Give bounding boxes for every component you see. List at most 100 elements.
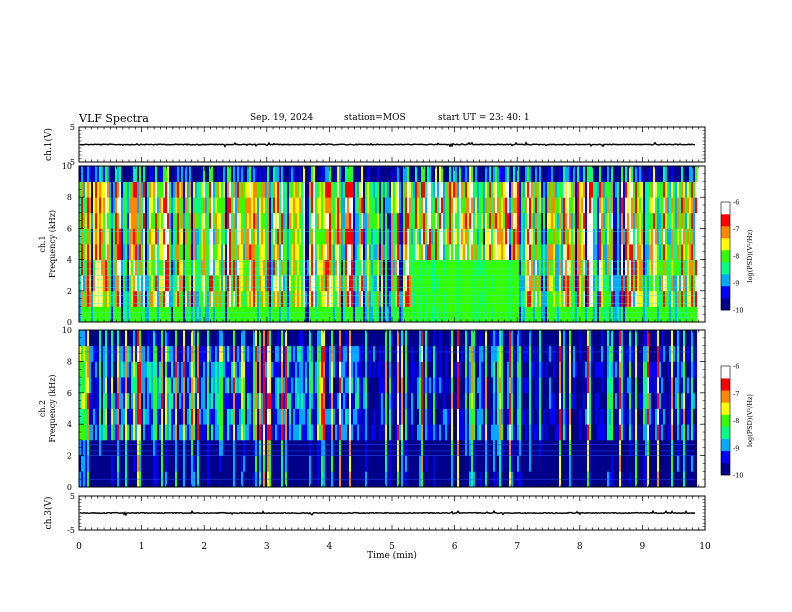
spectro-cell — [493, 290, 495, 307]
spectro-cell — [315, 181, 317, 198]
spectro-cell — [685, 306, 687, 323]
spectro-cell — [467, 244, 469, 260]
spectro-cell — [211, 275, 213, 292]
spectro-cell — [219, 259, 221, 276]
spectro-cell — [475, 166, 477, 182]
spectro-cell — [381, 166, 383, 182]
spectro-cell — [337, 392, 339, 409]
spectro-cell — [137, 439, 139, 456]
spectro-cell — [665, 197, 667, 214]
spectro-cell — [167, 228, 169, 245]
spectro-cell — [395, 212, 397, 229]
spectro-cell — [227, 290, 229, 307]
spectro-cell — [271, 212, 273, 229]
spectro-cell — [227, 455, 229, 472]
spectro-cell — [623, 244, 625, 260]
spectro-cell — [99, 408, 101, 425]
spectro-cell — [345, 345, 347, 362]
spectro-cell — [623, 290, 625, 307]
spectro-cell — [209, 361, 211, 378]
spectro-cell — [575, 228, 577, 245]
spectro-cell — [689, 259, 691, 276]
spectro-cell — [665, 275, 667, 292]
spectro-cell — [287, 197, 289, 214]
spectro-cell — [231, 408, 233, 425]
spectro-cell — [157, 166, 159, 182]
spectro-cell — [267, 197, 269, 214]
spectro-cell — [389, 197, 391, 214]
spectro-cell — [127, 330, 129, 347]
spectro-cell — [331, 408, 333, 425]
spectro-cell — [671, 259, 673, 276]
spectro-cell — [237, 197, 239, 214]
spectro-cell — [403, 290, 405, 307]
spectro-cell — [119, 275, 121, 292]
spectro-cell — [257, 244, 259, 260]
spectro-cell — [163, 259, 165, 276]
spectro-cell — [319, 392, 321, 409]
spectro-cell — [123, 361, 125, 378]
spectro-cell — [227, 275, 229, 292]
spectro-cell — [199, 166, 201, 182]
spectro-cell — [543, 197, 545, 214]
spectro-cell — [393, 244, 395, 260]
spectro-cell — [243, 392, 245, 409]
spectro-cell — [501, 290, 503, 307]
spectro-cell — [211, 345, 213, 362]
spectro-cell — [109, 244, 111, 260]
colorbar-swatch — [721, 238, 730, 251]
spectro-cell — [359, 244, 361, 260]
spectro-cell — [195, 455, 197, 472]
spectro-cell — [487, 212, 489, 229]
spectro-cell — [489, 181, 491, 198]
spectro-cell — [691, 166, 693, 182]
spectro-cell — [657, 197, 659, 214]
spectro-cell — [407, 259, 409, 276]
spectro-cell — [551, 197, 553, 214]
spectro-cell — [571, 244, 573, 260]
spectro-cell — [83, 275, 85, 292]
spectro-cell — [289, 166, 291, 182]
spectro-cell — [505, 181, 507, 198]
spectro-cell — [173, 377, 175, 394]
spectro-cell — [159, 439, 161, 456]
spectro-cell — [413, 306, 415, 323]
spectro-cell — [487, 259, 489, 276]
spectro-cell — [239, 306, 241, 323]
spectro-cell — [459, 228, 461, 245]
spectro-cell — [535, 197, 537, 214]
spectro-cell — [137, 181, 139, 198]
spectro-cell — [385, 166, 387, 182]
spectro-cell — [105, 290, 107, 307]
spectro-cell — [155, 166, 157, 182]
spectro-cell — [345, 439, 347, 456]
spectro-cell — [303, 259, 305, 276]
spectro-cell — [139, 275, 141, 292]
spectro-cell — [269, 408, 271, 425]
spectro-cell — [283, 408, 285, 425]
spectro-cell — [119, 455, 121, 472]
spectro-cell — [641, 306, 643, 323]
spectro-cell — [343, 408, 345, 425]
spectro-cell — [221, 166, 223, 182]
spectro-cell — [91, 345, 93, 362]
spectro-cell — [167, 197, 169, 214]
spectro-cell — [129, 197, 131, 214]
spectro-cell — [149, 259, 151, 276]
spectro-cell — [507, 181, 509, 198]
spectro-cell — [177, 408, 179, 425]
spectro-cell — [189, 228, 191, 245]
spectro-cell — [127, 181, 129, 198]
spectro-cell — [229, 228, 231, 245]
spectro-cell — [317, 275, 319, 292]
spectro-cell — [107, 228, 109, 245]
spectro-cell — [325, 212, 327, 229]
spectro-cell — [545, 275, 547, 292]
spectro-cell — [259, 244, 261, 260]
spectro-cell — [127, 275, 129, 292]
spectro-cell — [347, 424, 349, 441]
spectro-cell — [139, 345, 141, 362]
spectro-cell — [187, 377, 189, 394]
spectro-cell — [445, 290, 447, 307]
spectro-cell — [391, 166, 393, 182]
